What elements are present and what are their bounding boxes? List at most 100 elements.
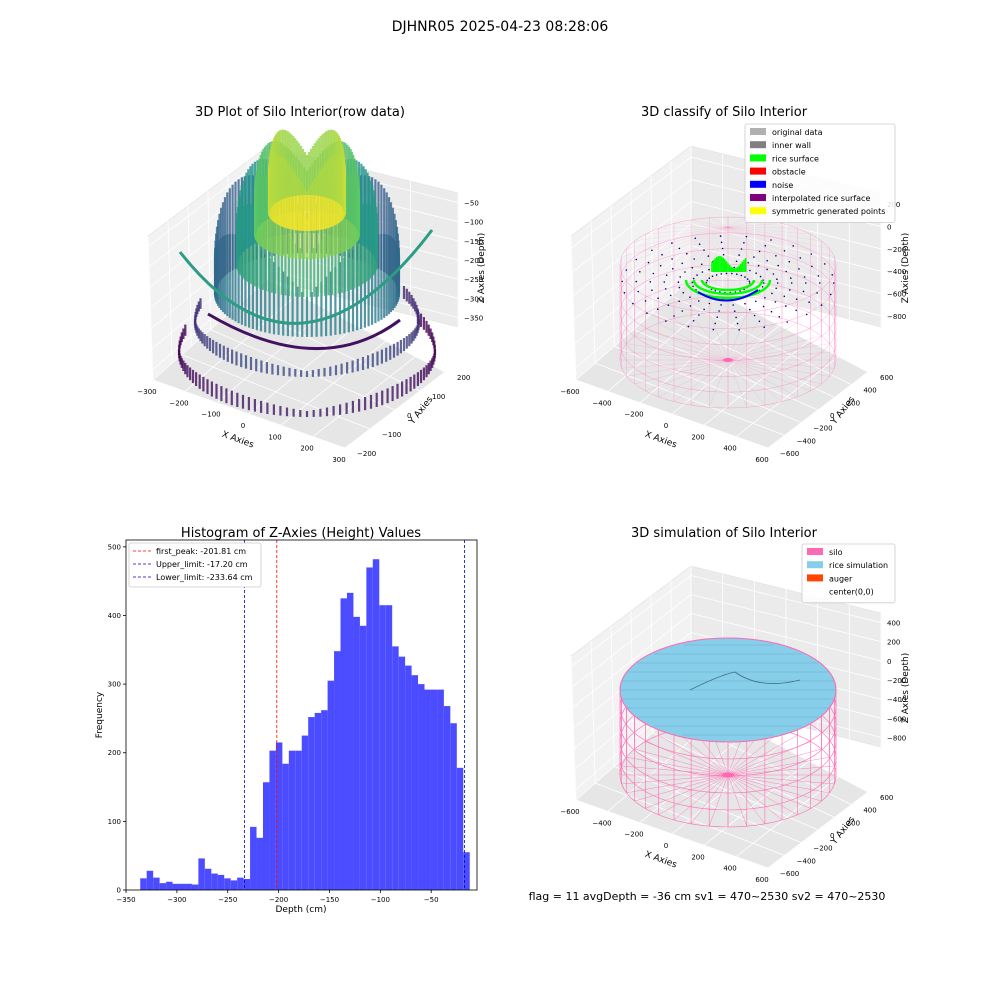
classify-legend-label: noise	[772, 181, 793, 190]
classify-silo-roof	[727, 223, 783, 228]
classify-ygrid	[575, 379, 769, 449]
classify-noise-point	[711, 275, 714, 278]
simulation-silo-spoke	[727, 774, 835, 785]
classify-noise-point	[770, 310, 773, 313]
histogram-ytick-label: 400	[108, 612, 121, 620]
classify-noise-point	[635, 280, 638, 283]
classify-silo-spoke	[658, 359, 729, 397]
histogram-title: Histogram of Z-Axies (Height) Values	[181, 526, 421, 541]
raw-ygrid	[210, 329, 396, 411]
classify-xtick: 0	[664, 422, 668, 430]
raw-xtick: 300	[332, 456, 345, 464]
classify-noise-point	[646, 312, 648, 315]
simulation-xtick: −400	[592, 819, 611, 827]
simulation-ytick: −200	[813, 845, 832, 853]
classify-xgrid-back	[670, 160, 673, 296]
classify-noise-point	[698, 300, 700, 302]
classify-noise-point	[778, 316, 781, 318]
histogram-xtick-label: −100	[371, 896, 390, 904]
simulation-zgrid	[571, 594, 882, 688]
classify-center-mark	[723, 358, 733, 362]
classify-noise-point	[808, 301, 810, 304]
simulation-silo-spoke	[621, 765, 729, 776]
classify-silo-roof	[727, 226, 811, 235]
classify-zgrid	[572, 200, 882, 297]
simulation-silo-spoke	[626, 757, 729, 776]
raw-ytick: 200	[457, 374, 470, 382]
classify-silo-spoke	[690, 314, 729, 361]
histogram-bar	[179, 883, 186, 890]
simulation-legend-label: silo	[829, 548, 843, 557]
histogram-bar	[146, 870, 154, 890]
classify-noise-point	[759, 275, 762, 278]
histogram-bar	[340, 598, 347, 890]
panel-raw-data: 3D Plot of Silo Interior(row data) −300−…	[137, 105, 487, 464]
classify-noise-point	[749, 269, 751, 272]
classify-noise-point	[647, 261, 650, 264]
histogram-bar	[359, 625, 367, 890]
classify-legend-swatch	[750, 167, 766, 175]
classify-noise-point	[708, 277, 711, 280]
histogram-legend: first_peak: -201.81 cm Upper_limit: -17.2…	[128, 542, 262, 588]
classify-silo-spoke	[727, 314, 766, 361]
classify-xtick: 600	[755, 456, 768, 464]
classify-noise-point	[719, 291, 721, 293]
classify-xtick: −600	[560, 388, 579, 396]
classify-silo-spoke	[727, 343, 830, 361]
raw-ygrid	[152, 379, 346, 449]
classify-xgrid-back	[630, 190, 634, 330]
simulation-xtick: 600	[755, 876, 768, 884]
classify-noise-point	[785, 270, 787, 273]
classify-noise-point	[691, 281, 694, 284]
simulation-silo-spoke	[727, 774, 783, 821]
classify-noise-point	[823, 263, 826, 265]
classify-silo-spoke	[645, 359, 729, 392]
status-footer: flag = 11 avgDepth = -36 cm sv1 = 470~25…	[529, 890, 886, 903]
classify-noise-point	[715, 274, 718, 276]
classify-silo-spoke	[727, 328, 811, 361]
classify-silo-spoke	[645, 328, 729, 361]
classify-noise-point	[746, 278, 749, 280]
classify-title: 3D classify of Silo Interior	[641, 105, 808, 120]
classify-noise-point	[753, 314, 756, 317]
classify-silo-roof	[634, 226, 729, 242]
classify-noise-point	[770, 239, 772, 241]
classify-noise-point	[720, 241, 723, 244]
histogram-bar	[334, 651, 341, 890]
classify-noise-point	[705, 281, 708, 284]
simulation-silo-spoke	[727, 748, 822, 776]
histogram-bar	[243, 879, 251, 890]
classify-noise-point	[714, 322, 716, 325]
classify-noise-point	[747, 262, 749, 264]
histogram-bar	[275, 742, 283, 890]
classify-silo-spoke	[727, 359, 783, 402]
classify-ztick: −800	[887, 313, 906, 321]
classify-noise-point	[721, 247, 724, 250]
classify-legend-box	[744, 123, 896, 223]
histogram-ref-lines	[243, 540, 466, 890]
classify-silo-spoke	[690, 359, 729, 406]
histogram-bar	[230, 880, 238, 890]
simulation-ytick: 600	[880, 794, 893, 802]
classify-noise-point	[700, 263, 703, 266]
classify-silo-roof	[645, 226, 729, 235]
classify-noise-point	[811, 265, 813, 268]
classify-xtick: −200	[624, 411, 643, 419]
classify-noise-point	[757, 264, 760, 267]
classify-ytick: 400	[863, 387, 876, 395]
classify-noise-point	[788, 260, 791, 263]
simulation-legend-label: center(0,0)	[829, 588, 874, 597]
simulation-silo-spoke	[634, 748, 729, 776]
classify-silo-roof	[621, 226, 729, 274]
classify-noise-point	[799, 257, 802, 259]
classify-noise-point	[672, 268, 674, 270]
simulation-ztick: 0	[887, 658, 891, 666]
simulation-silo-spoke	[727, 774, 830, 793]
raw-ytick: −200	[357, 450, 376, 458]
histogram-bar	[224, 878, 231, 890]
classify-noise-point	[831, 274, 833, 276]
classify-noise-point	[681, 310, 684, 312]
classify-silo-spoke	[727, 359, 822, 385]
histogram-bar	[398, 656, 406, 890]
